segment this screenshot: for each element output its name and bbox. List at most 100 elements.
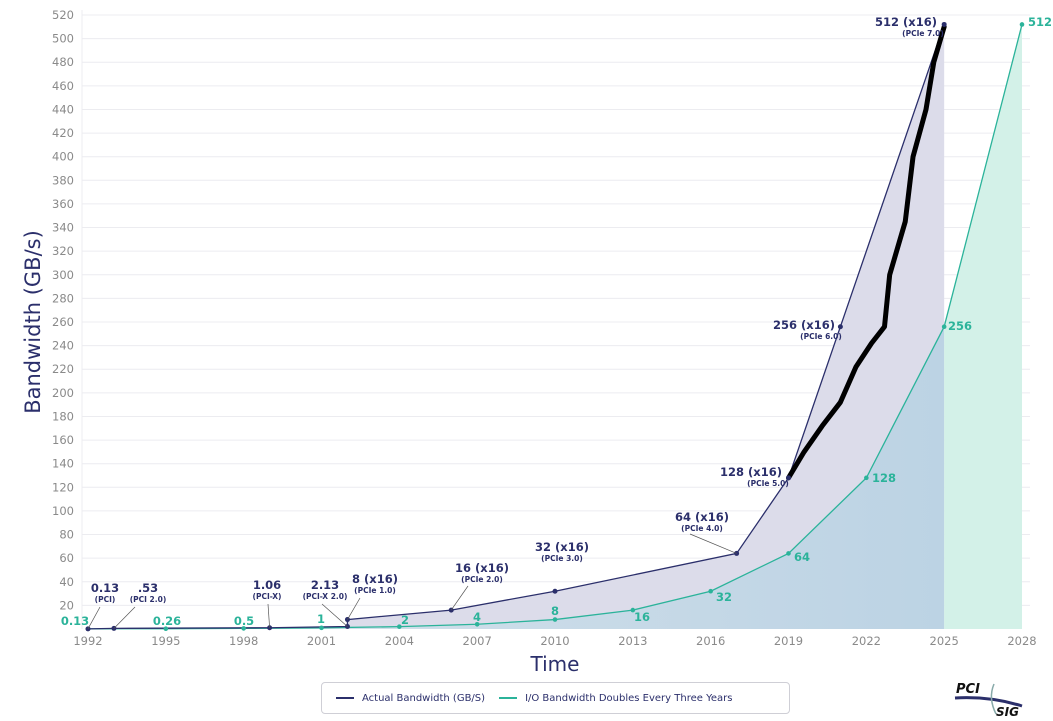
io-point xyxy=(552,617,558,622)
actual-value-label: 2.13 xyxy=(311,578,339,592)
y-tick-label: 180 xyxy=(52,409,74,423)
io-point xyxy=(474,621,480,627)
actual-point xyxy=(786,475,791,481)
actual-value-label: 64 (x16) xyxy=(675,510,729,524)
pci-sig-logo: PCI SIG xyxy=(954,682,1023,718)
label-leader xyxy=(450,585,469,611)
actual-value-label: .53 xyxy=(138,581,158,595)
io-point xyxy=(630,607,636,613)
svg-text:SIG: SIG xyxy=(996,705,1019,718)
y-tick-label: 340 xyxy=(52,221,74,235)
actual-version-label: (PCIe 6.0) xyxy=(800,332,842,341)
io-value-label: 0.13 xyxy=(61,614,89,628)
y-tick-label: 520 xyxy=(52,8,74,22)
y-tick-label: 420 xyxy=(52,126,74,140)
actual-point xyxy=(552,588,558,594)
hand-drawn-annotation xyxy=(786,24,947,481)
io-point xyxy=(708,588,713,594)
actual-value-label: 8 (x16) xyxy=(352,572,398,586)
io-value-label: 128 xyxy=(872,471,896,485)
y-tick-label: 40 xyxy=(59,575,74,589)
actual-version-label: (PCI 2.0) xyxy=(130,595,167,604)
x-tick-label: 2025 xyxy=(930,634,959,648)
y-tick-label: 400 xyxy=(52,150,74,164)
actual-version-label: (PCIe 3.0) xyxy=(541,554,583,563)
y-tick-label: 480 xyxy=(52,55,74,69)
actual-version-label: (PCIe 4.0) xyxy=(681,524,723,533)
x-tick-label: 2013 xyxy=(618,634,647,648)
axis-ticks: 20 40 60 80 100 120 140 160 180 200 220 240 260 280 30… xyxy=(52,8,1037,648)
label-leader xyxy=(113,606,136,629)
actual-point xyxy=(837,324,843,330)
actual-value-label: 256 (x16) xyxy=(773,318,835,332)
io-point xyxy=(786,551,791,556)
y-tick-label: 300 xyxy=(52,268,74,282)
annotation-stroke xyxy=(786,24,947,481)
actual-version-label: (PCIe 2.0) xyxy=(461,575,503,584)
io-point xyxy=(163,626,169,631)
io-value-label: 4 xyxy=(473,610,481,624)
data-labels: 0.13(PCI).53(PCI 2.0)1.06(PCI-X)2.13(PCI… xyxy=(61,15,1052,630)
y-tick-label: 140 xyxy=(52,457,74,471)
actual-version-label: (PCIe 7.0) xyxy=(902,29,944,38)
label-leader xyxy=(321,603,348,627)
y-tick-label: 260 xyxy=(52,315,74,329)
legend-swatch-io xyxy=(499,697,518,699)
y-tick-label: 20 xyxy=(59,598,74,612)
label-leader xyxy=(87,606,101,630)
io-value-label: 0.26 xyxy=(153,614,181,628)
io-point xyxy=(241,626,246,631)
io-area-fill xyxy=(88,326,945,629)
actual-value-label: 128 (x16) xyxy=(720,465,782,479)
x-tick-label: 2022 xyxy=(852,634,881,648)
actual-value-label: 512 (x16) xyxy=(875,15,937,29)
area-fills xyxy=(88,24,1022,629)
io-value-label: 512 xyxy=(1028,15,1052,29)
legend-label-io: I/O Bandwidth Doubles Every Three Years xyxy=(525,692,733,704)
label-leader xyxy=(347,597,361,620)
x-tick-label: 1998 xyxy=(229,634,258,648)
y-tick-label: 460 xyxy=(52,79,74,93)
x-tick-label: 1995 xyxy=(151,634,180,648)
y-tick-label: 440 xyxy=(52,102,74,116)
x-tick-label: 2007 xyxy=(463,634,492,648)
actual-version-label: (PCI-X) xyxy=(253,592,282,601)
legend-label-actual: Actual Bandwidth (GB/S) xyxy=(362,692,486,704)
io-value-label: 1 xyxy=(317,612,325,626)
legend-swatch-actual xyxy=(336,697,354,699)
y-tick-label: 220 xyxy=(52,362,74,376)
x-tick-label: 2019 xyxy=(774,634,803,648)
label-leader xyxy=(267,603,270,628)
actual-version-label: (PCIe 5.0) xyxy=(747,479,789,488)
actual-value-label: 32 (x16) xyxy=(535,540,589,554)
actual-version-label: (PCIe 1.0) xyxy=(354,586,396,595)
io-value-label: 2 xyxy=(401,613,409,627)
io-value-label: 8 xyxy=(551,604,559,618)
io-area-fill-projection xyxy=(944,24,1022,629)
y-tick-label: 60 xyxy=(59,551,74,565)
actual-point xyxy=(941,21,947,27)
x-tick-label: 2016 xyxy=(696,634,725,648)
x-tick-label: 1992 xyxy=(73,634,102,648)
io-point xyxy=(397,624,402,629)
y-tick-label: 100 xyxy=(52,504,74,518)
x-tick-label: 2004 xyxy=(385,634,414,648)
label-leader xyxy=(689,533,737,554)
data-points xyxy=(85,21,1025,632)
y-tick-label: 280 xyxy=(52,291,74,305)
y-tick-label: 360 xyxy=(52,197,74,211)
y-tick-label: 320 xyxy=(52,244,74,258)
y-tick-label: 160 xyxy=(52,433,74,447)
actual-value-label: 16 (x16) xyxy=(455,561,509,575)
io-point xyxy=(1019,22,1025,27)
legend: Actual Bandwidth (GB/S) I/O Bandwidth Do… xyxy=(321,682,790,714)
io-point xyxy=(864,475,869,481)
y-tick-label: 240 xyxy=(52,339,74,353)
actual-value-label: 0.13 xyxy=(91,581,119,595)
io-value-label: 32 xyxy=(716,590,732,604)
io-value-label: 0.5 xyxy=(234,614,254,628)
x-axis-title: Time xyxy=(530,652,580,676)
actual-value-label: 1.06 xyxy=(253,578,281,592)
y-axis-title: Bandwidth (GB/s) xyxy=(21,230,45,414)
